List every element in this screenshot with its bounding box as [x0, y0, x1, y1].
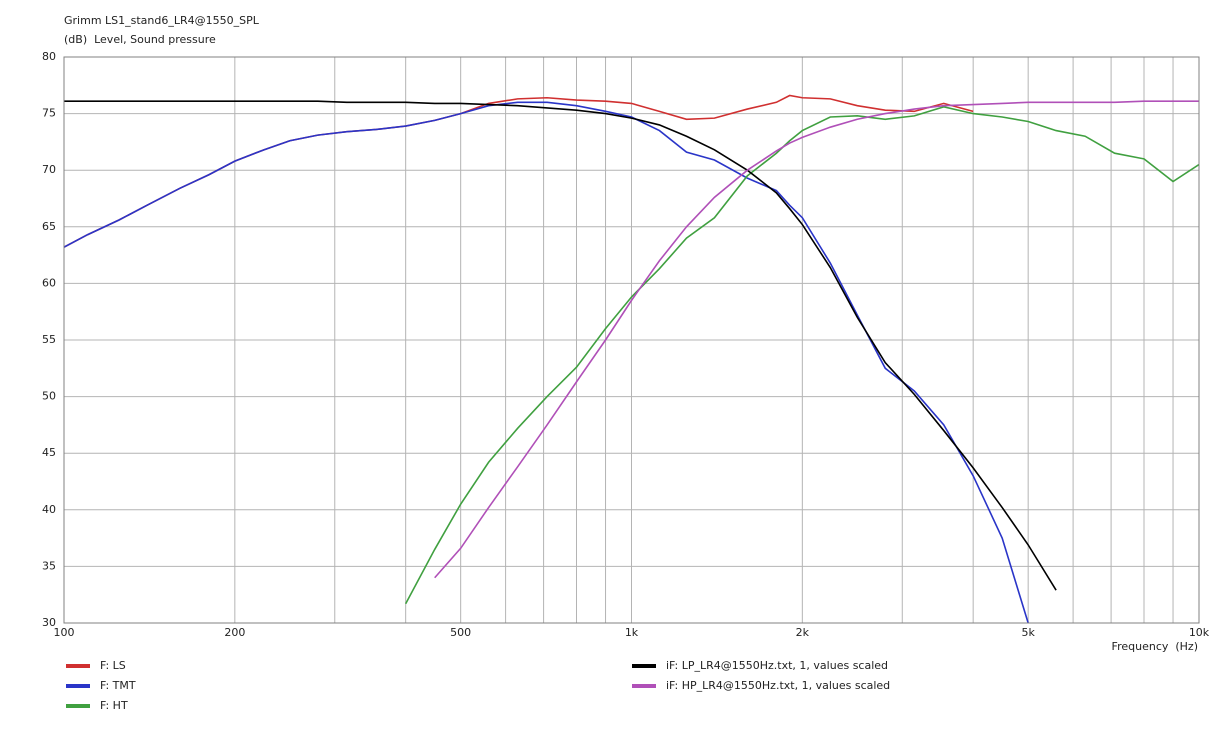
y-tick-label: 70 [42, 163, 56, 176]
y-tick-label: 60 [42, 276, 56, 289]
y-tick-label: 55 [42, 333, 56, 346]
x-tick-label: 10k [1189, 626, 1210, 639]
x-tick-label: 5k [1021, 626, 1035, 639]
y-tick-label: 75 [42, 107, 56, 120]
y-tick-label: 45 [42, 446, 56, 459]
plot-lines [64, 94, 1199, 623]
series-line [404, 105, 1199, 605]
legend-label: F: LS [100, 659, 126, 672]
legend: F: LS F: TMT F: HT iF: LP_LR4@1550Hz.txt, 1… [66, 659, 890, 712]
y-axis-label: (dB) Level, Sound pressure [64, 33, 216, 46]
series-line [64, 100, 1057, 591]
series-line [434, 100, 1199, 579]
x-axis-label: Frequency (Hz) [1112, 640, 1198, 653]
legend-label: iF: HP_LR4@1550Hz.txt, 1, values scaled [666, 679, 890, 692]
x-tick-label: 200 [224, 626, 245, 639]
legend-label: F: TMT [100, 679, 136, 692]
y-tick-label: 50 [42, 390, 56, 403]
legend-label: iF: LP_LR4@1550Hz.txt, 1, values scaled [666, 659, 888, 672]
plot-frame [63, 56, 1200, 624]
chart-title: Grimm LS1_stand6_LR4@1550_SPL [64, 14, 260, 27]
x-tick-label: 500 [450, 626, 471, 639]
y-tick-label: 80 [42, 50, 56, 63]
x-tick-label: 1k [625, 626, 639, 639]
x-tick-label: 100 [54, 626, 75, 639]
x-tick-label: 2k [796, 626, 810, 639]
y-tick-label: 40 [42, 503, 56, 516]
legend-label: F: HT [100, 699, 128, 712]
y-tick-label: 30 [42, 616, 56, 629]
y-tick-label: 65 [42, 220, 56, 233]
y-tick-label: 35 [42, 559, 56, 572]
